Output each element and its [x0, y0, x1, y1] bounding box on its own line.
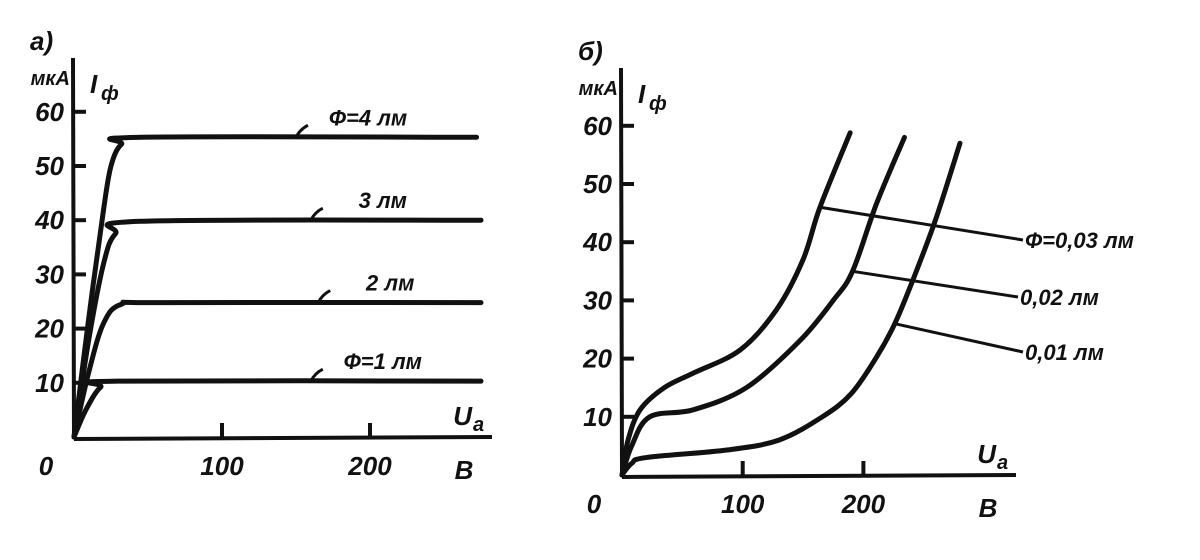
y-unit: мкА [31, 68, 70, 90]
x-axis [621, 473, 1017, 479]
x-unit: В [979, 493, 998, 523]
series-label: 2 лм [365, 271, 414, 296]
y-tick-label: 10 [35, 368, 64, 398]
series-label: 0,01 лм [1025, 340, 1104, 365]
curve-series-1 [619, 134, 907, 478]
x-tick-label: 100 [721, 489, 765, 519]
y-tick-label: 30 [583, 285, 612, 315]
series-label: Ф=4 лм [329, 105, 407, 130]
label-leader-line [819, 205, 1024, 242]
x-label-sub: а [997, 452, 1008, 474]
y-tick-label: 20 [34, 314, 64, 344]
series-label: Ф=0,03 лм [1025, 228, 1134, 253]
y-tick-label: 50 [35, 151, 64, 181]
y-axis [619, 67, 624, 478]
label-leader-line [309, 206, 324, 221]
y-tick-label: 10 [583, 402, 612, 432]
y-label-sub: ф [101, 83, 119, 105]
chart-a: 10 20 30 40 50 60 100 200 0 ВU а I ф мкА а) Ф=4 лм 3 лм 2… [30, 26, 493, 485]
chart-b: 10 20 30 40 50 60 100 200 0 ВU а I ф мкА б) Ф=0,03 лм 0,… [578, 36, 1134, 523]
series-label: Ф=1 лм [344, 349, 422, 374]
series-label: 3 лм [359, 188, 407, 213]
y-tick-label: 20 [582, 344, 612, 374]
y-tick-label: 60 [35, 97, 64, 127]
curve-series-1 [71, 217, 484, 440]
curve-series-2 [71, 299, 484, 440]
series-label: 0,02 лм [1020, 285, 1099, 310]
label-leader-line [852, 269, 1019, 299]
curve-series-0 [71, 134, 480, 440]
y-unit: мкА [579, 78, 618, 100]
y-label-main: I [90, 69, 98, 99]
y-tick-label: 60 [583, 111, 612, 141]
origin-label: 0 [39, 451, 54, 481]
y-tick-label: 30 [35, 259, 64, 289]
y-label-main: I [638, 79, 646, 109]
x-unit: В [455, 455, 474, 485]
x-tick-label: 200 [347, 451, 392, 481]
x-label-main: U [977, 439, 997, 469]
label-leader-line [316, 289, 331, 304]
curve-series-2 [619, 140, 963, 478]
y-axis [71, 57, 76, 440]
x-tick-label: 100 [200, 451, 244, 481]
label-leader-line [294, 123, 309, 138]
panel-label: а) [30, 26, 53, 56]
curve-series-3 [71, 378, 484, 440]
x-tick-label: 200 [841, 489, 886, 519]
origin-label: 0 [587, 489, 602, 519]
y-label-sub: ф [649, 93, 667, 115]
curve-series-0 [619, 130, 853, 478]
x-label-main: U [453, 401, 473, 431]
x-label-sub: а [473, 414, 484, 436]
x-axis [73, 435, 493, 441]
y-tick-label: 40 [582, 227, 612, 257]
panel-label: б) [578, 36, 603, 66]
label-leader-line [894, 322, 1024, 354]
label-leader-line [309, 367, 324, 382]
y-tick-label: 40 [34, 205, 64, 235]
y-tick-label: 50 [583, 169, 612, 199]
